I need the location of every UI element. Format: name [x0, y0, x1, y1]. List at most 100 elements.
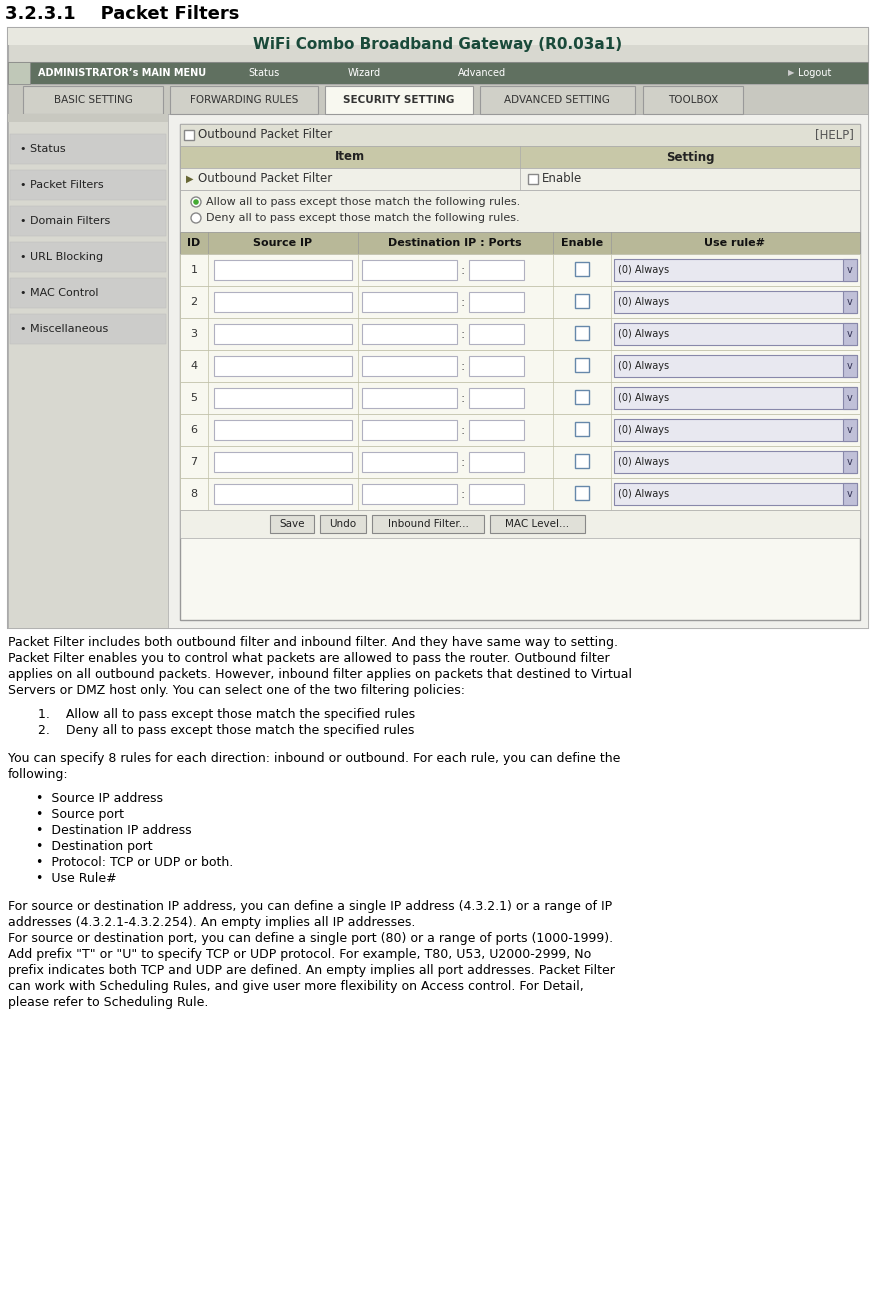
- Circle shape: [191, 213, 201, 222]
- Text: Enable: Enable: [561, 238, 603, 248]
- Bar: [180, 254, 860, 286]
- Text: Inbound Filter...: Inbound Filter...: [387, 519, 469, 530]
- Bar: [214, 388, 352, 409]
- Bar: [490, 515, 585, 533]
- Bar: [843, 386, 857, 409]
- Text: v: v: [847, 297, 853, 307]
- Text: ADVANCED SETTING: ADVANCED SETTING: [504, 95, 610, 105]
- Bar: [362, 356, 457, 376]
- Bar: [10, 134, 166, 164]
- Text: Wizard: Wizard: [348, 68, 381, 78]
- Text: SECURITY SETTING: SECURITY SETTING: [343, 95, 455, 105]
- Bar: [575, 454, 589, 468]
- Text: Save: Save: [279, 519, 305, 530]
- Text: MAC Level...: MAC Level...: [505, 519, 569, 530]
- Text: v: v: [847, 265, 853, 275]
- Text: :: :: [460, 392, 464, 405]
- Text: Source IP: Source IP: [253, 238, 313, 248]
- Text: •  Source port: • Source port: [36, 808, 124, 821]
- Bar: [180, 382, 860, 414]
- Text: BASIC SETTING: BASIC SETTING: [53, 95, 132, 105]
- Bar: [362, 324, 457, 343]
- Text: Outbound Packet Filter: Outbound Packet Filter: [198, 173, 332, 186]
- Text: :: :: [460, 455, 464, 468]
- Bar: [184, 130, 194, 141]
- Bar: [469, 451, 524, 472]
- Text: ▶: ▶: [186, 174, 194, 183]
- Text: (0) Always: (0) Always: [618, 265, 669, 275]
- Text: •  Use Rule#: • Use Rule#: [36, 872, 117, 885]
- Text: please refer to Scheduling Rule.: please refer to Scheduling Rule.: [8, 997, 208, 1010]
- Bar: [575, 327, 589, 340]
- Text: (0) Always: (0) Always: [618, 360, 669, 371]
- Text: • Miscellaneous: • Miscellaneous: [20, 324, 109, 334]
- Text: 1.    Allow all to pass except those match the specified rules: 1. Allow all to pass except those match …: [38, 708, 415, 721]
- Bar: [843, 355, 857, 377]
- Bar: [614, 291, 857, 314]
- Bar: [170, 86, 318, 114]
- Bar: [362, 484, 457, 503]
- Text: Setting: Setting: [666, 151, 714, 164]
- Text: •  Protocol: TCP or UDP or both.: • Protocol: TCP or UDP or both.: [36, 856, 233, 869]
- Bar: [8, 85, 868, 114]
- Text: Deny all to pass except those match the following rules.: Deny all to pass except those match the …: [206, 213, 519, 222]
- Text: [HELP]: [HELP]: [816, 129, 854, 142]
- Text: TOOLBOX: TOOLBOX: [668, 95, 718, 105]
- Text: For source or destination port, you can define a single port (80) or a range of : For source or destination port, you can …: [8, 932, 613, 945]
- Bar: [180, 510, 860, 539]
- Bar: [180, 168, 860, 190]
- Bar: [8, 29, 868, 628]
- Bar: [362, 291, 457, 312]
- Text: •  Destination port: • Destination port: [36, 840, 152, 853]
- Text: Packet Filter includes both outbound filter and inbound filter. And they have sa: Packet Filter includes both outbound fil…: [8, 636, 618, 649]
- Bar: [180, 477, 860, 510]
- Text: 8: 8: [190, 489, 198, 500]
- Text: addresses (4.3.2.1-4.3.2.254). An empty implies all IP addresses.: addresses (4.3.2.1-4.3.2.254). An empty …: [8, 916, 415, 929]
- Bar: [614, 259, 857, 281]
- Bar: [23, 86, 163, 114]
- Bar: [214, 291, 352, 312]
- Bar: [843, 259, 857, 281]
- Bar: [8, 29, 868, 46]
- Bar: [8, 114, 168, 628]
- Text: • Domain Filters: • Domain Filters: [20, 216, 110, 226]
- Bar: [575, 358, 589, 372]
- Bar: [469, 291, 524, 312]
- Bar: [469, 420, 524, 440]
- Text: WiFi Combo Broadband Gateway (R0.03a1): WiFi Combo Broadband Gateway (R0.03a1): [253, 38, 623, 52]
- Bar: [10, 206, 166, 235]
- Bar: [614, 323, 857, 345]
- Bar: [469, 484, 524, 503]
- Text: prefix indicates both TCP and UDP are defined. An empty implies all port address: prefix indicates both TCP and UDP are de…: [8, 964, 615, 977]
- Text: 1: 1: [190, 265, 197, 275]
- Text: (0) Always: (0) Always: [618, 457, 669, 467]
- Bar: [614, 386, 857, 409]
- Bar: [214, 260, 352, 280]
- Bar: [843, 483, 857, 505]
- Bar: [214, 356, 352, 376]
- Text: (0) Always: (0) Always: [618, 297, 669, 307]
- Bar: [843, 451, 857, 474]
- Text: ID: ID: [187, 238, 201, 248]
- Bar: [180, 350, 860, 382]
- Text: v: v: [847, 360, 853, 371]
- Bar: [575, 390, 589, 405]
- Text: applies on all outbound packets. However, inbound filter applies on packets that: applies on all outbound packets. However…: [8, 667, 632, 680]
- Bar: [214, 484, 352, 503]
- Text: 3: 3: [190, 329, 197, 340]
- Text: • URL Blocking: • URL Blocking: [20, 252, 103, 262]
- Bar: [643, 86, 743, 114]
- Text: Outbound Packet Filter: Outbound Packet Filter: [198, 129, 332, 142]
- Text: 4: 4: [190, 360, 198, 371]
- Text: 3.2.3.1    Packet Filters: 3.2.3.1 Packet Filters: [5, 5, 239, 23]
- Bar: [614, 483, 857, 505]
- Text: v: v: [847, 329, 853, 340]
- Text: :: :: [460, 424, 464, 437]
- Bar: [8, 62, 868, 85]
- Text: v: v: [847, 425, 853, 435]
- Text: (0) Always: (0) Always: [618, 425, 669, 435]
- Bar: [362, 420, 457, 440]
- Circle shape: [191, 196, 201, 207]
- Bar: [180, 124, 860, 621]
- Text: Enable: Enable: [542, 173, 583, 186]
